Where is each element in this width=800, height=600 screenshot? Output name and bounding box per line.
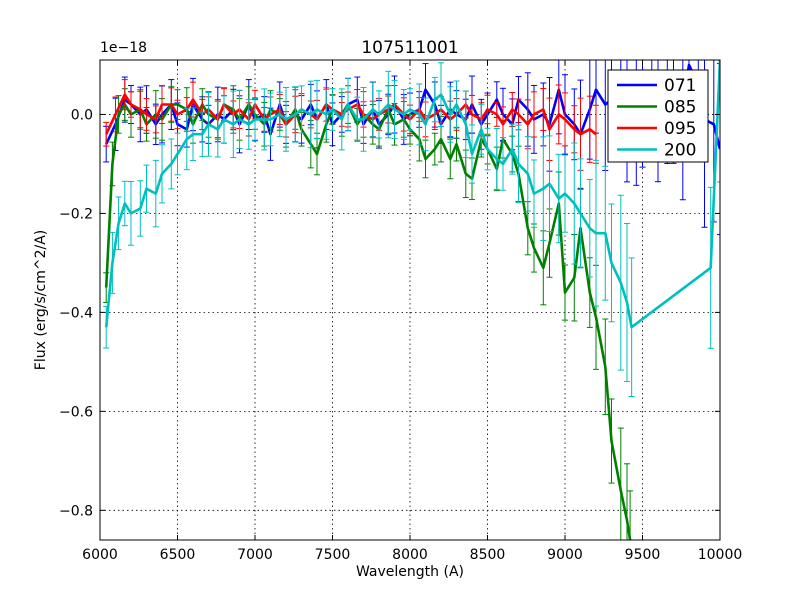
series-line-200 bbox=[104, 60, 720, 329]
y-tick-label: −0.2 bbox=[59, 206, 93, 222]
y-tick-label: −0.4 bbox=[59, 305, 93, 321]
series-200 bbox=[103, 60, 720, 398]
x-tick-label: 9000 bbox=[547, 547, 583, 563]
series-line-095 bbox=[105, 93, 597, 136]
ticks: 6000 6500 7000 7500 8000 8500 9000 9500 10000 0.0… bbox=[59, 60, 742, 563]
series-layer bbox=[103, 60, 720, 540]
x-tick-label: 7000 bbox=[237, 547, 273, 563]
chart-title: 107511001 bbox=[361, 38, 458, 58]
y-axis-label: Flux (erg/s/cm^2/A) bbox=[33, 230, 49, 370]
x-tick-label: 8500 bbox=[470, 547, 506, 563]
y-tick-label: 0.0 bbox=[71, 107, 93, 123]
legend-label-095: 095 bbox=[664, 119, 696, 139]
legend-label-071: 071 bbox=[664, 76, 696, 96]
series-line-085 bbox=[104, 103, 632, 540]
x-axis-label: Wavelength (A) bbox=[356, 564, 464, 580]
x-tick-label: 9500 bbox=[625, 547, 661, 563]
y-tick-label: −0.6 bbox=[59, 404, 93, 420]
x-tick-label: 7500 bbox=[315, 547, 351, 563]
legend-label-200: 200 bbox=[664, 141, 696, 161]
x-tick-label: 6000 bbox=[82, 547, 118, 563]
y-tick-label: −0.8 bbox=[59, 503, 93, 519]
x-tick-label: 6500 bbox=[160, 547, 196, 563]
x-tick-label: 8000 bbox=[392, 547, 428, 563]
x-tick-label: 10000 bbox=[698, 547, 743, 563]
legend-label-085: 085 bbox=[664, 98, 696, 118]
y-scale-offset: 1e−18 bbox=[100, 40, 147, 56]
